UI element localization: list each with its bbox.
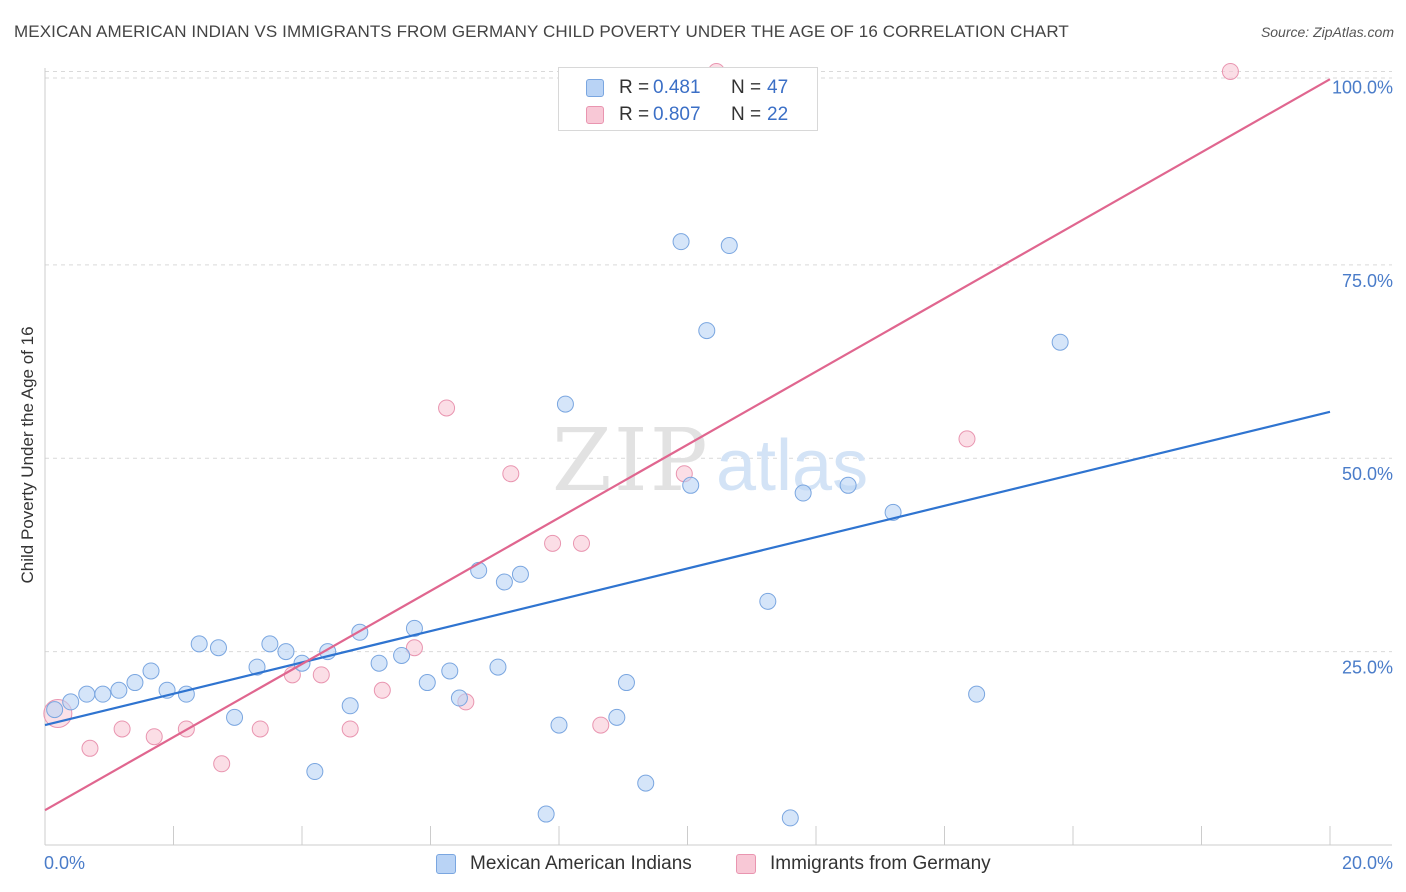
source-label: Source: ZipAtlas.com (1260, 24, 1394, 40)
point-mexican-american-indians (393, 646, 411, 664)
chart-title: MEXICAN AMERICAN INDIAN VS IMMIGRANTS FR… (14, 22, 1069, 41)
point-mexican-american-indians (142, 662, 160, 680)
point-mexican-american-indians (306, 763, 324, 781)
regression-lines (44, 78, 1331, 812)
point-mexican-american-indians (720, 237, 738, 255)
n-label: N = (731, 104, 762, 125)
point-mexican-american-indians (450, 689, 468, 707)
point-immigrants-from-germany (405, 639, 423, 657)
point-mexican-american-indians (78, 685, 96, 703)
point-mexican-american-indians (441, 662, 459, 680)
y-axis-label: Child Poverty Under the Age of 16 (18, 326, 37, 583)
point-mexican-american-indians (209, 639, 227, 657)
legend-swatch-blue (436, 854, 456, 874)
point-immigrants-from-germany (958, 430, 976, 448)
watermark-zip: ZIP (552, 411, 710, 511)
point-mexican-american-indians (794, 484, 812, 502)
legend-label: Immigrants from Germany (770, 853, 991, 874)
point-mexican-american-indians (698, 322, 716, 340)
point-mexican-american-indians (489, 658, 507, 676)
r-label: R = (619, 104, 650, 125)
point-mexican-american-indians (405, 619, 423, 637)
point-immigrants-from-germany (572, 534, 590, 552)
n-value: 47 (767, 77, 789, 98)
point-immigrants-from-germany (341, 720, 359, 738)
n-label: N = (731, 77, 762, 98)
point-mexican-american-indians (839, 476, 857, 494)
legend-swatch-blue (586, 79, 604, 97)
point-mexican-american-indians (511, 565, 529, 583)
point-immigrants-from-germany (1221, 62, 1239, 80)
point-mexican-american-indians (781, 809, 799, 827)
point-mexican-american-indians (617, 674, 635, 692)
legend-row-blue: R = 0.481 N = 47 (559, 75, 817, 101)
point-mexican-american-indians (470, 561, 488, 579)
point-immigrants-from-germany (438, 399, 456, 417)
correlation-legend: R = 0.481 N = 47 R = 0.807 N = 22 (558, 67, 818, 131)
watermark-atlas: atlas (716, 426, 868, 506)
point-mexican-american-indians (608, 708, 626, 726)
point-mexican-american-indians (759, 592, 777, 610)
point-mexican-american-indians (968, 685, 986, 703)
point-immigrants-from-germany (502, 465, 520, 483)
point-mexican-american-indians (495, 573, 513, 591)
point-immigrants-from-germany (544, 534, 562, 552)
legend-label: Mexican American Indians (470, 853, 692, 874)
point-mexican-american-indians (126, 674, 144, 692)
point-mexican-american-indians (1051, 333, 1069, 351)
point-mexican-american-indians (261, 635, 279, 653)
series-legend: Mexican American Indians Immigrants from… (0, 852, 1406, 878)
point-mexican-american-indians (556, 395, 574, 413)
point-mexican-american-indians (62, 693, 80, 711)
point-immigrants-from-germany (312, 666, 330, 684)
point-mexican-american-indians (537, 805, 555, 823)
r-value: 0.481 (653, 77, 701, 98)
x-tick-label: 0.0% (44, 853, 85, 873)
point-mexican-american-indians (550, 716, 568, 734)
point-immigrants-from-germany (81, 739, 99, 757)
point-mexican-american-indians (418, 674, 436, 692)
legend-swatch-pink (736, 854, 756, 874)
point-mexican-american-indians (226, 708, 244, 726)
y-tick-label: 50.0% (1342, 464, 1393, 484)
point-mexican-american-indians (190, 635, 208, 653)
point-mexican-american-indians (370, 654, 388, 672)
y-tick-label: 100.0% (1332, 77, 1393, 97)
point-mexican-american-indians (637, 774, 655, 792)
point-mexican-american-indians (341, 697, 359, 715)
y-tick-label: 75.0% (1342, 271, 1393, 291)
point-mexican-american-indians (46, 701, 64, 719)
data-points (43, 62, 1239, 827)
regression-line-pink (44, 78, 1331, 812)
legend-row-pink: R = 0.807 N = 22 (559, 102, 817, 128)
point-mexican-american-indians (672, 233, 690, 251)
point-mexican-american-indians (682, 476, 700, 494)
point-mexican-american-indians (248, 658, 266, 676)
r-value: 0.807 (653, 104, 701, 125)
point-immigrants-from-germany (113, 720, 131, 738)
r-label: R = (619, 77, 650, 98)
point-mexican-american-indians (277, 643, 295, 661)
point-immigrants-from-germany (213, 755, 231, 773)
point-mexican-american-indians (94, 685, 112, 703)
tick-labels: 25.0% 50.0% 75.0% 100.0% 0.0% 20.0% (44, 77, 1393, 873)
regression-line-blue (44, 410, 1331, 727)
legend-swatch-pink (586, 106, 604, 124)
y-tick-label: 25.0% (1342, 658, 1393, 678)
watermark: ZIP atlas (552, 411, 868, 511)
point-immigrants-from-germany (145, 728, 163, 746)
n-value: 22 (767, 104, 789, 125)
x-tick-label: 20.0% (1342, 853, 1393, 873)
point-immigrants-from-germany (592, 716, 610, 734)
point-immigrants-from-germany (373, 681, 391, 699)
point-immigrants-from-germany (251, 720, 269, 738)
point-mexican-american-indians (110, 681, 128, 699)
